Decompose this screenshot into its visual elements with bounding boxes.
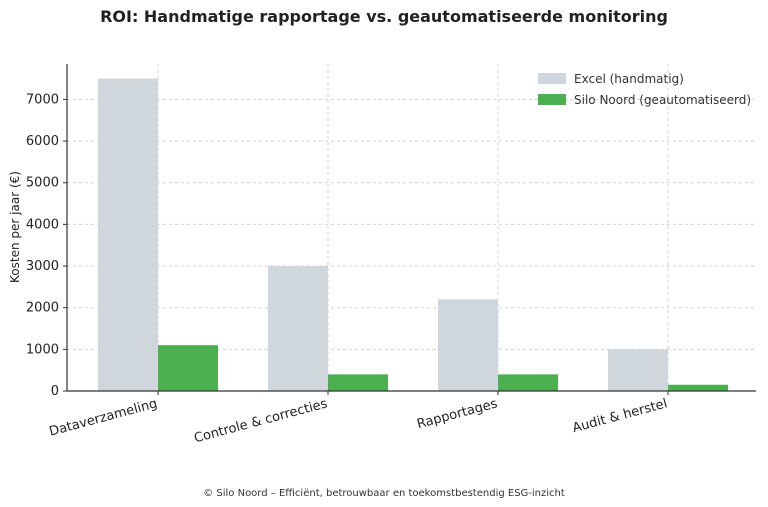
y-tick-label: 0 <box>51 384 59 399</box>
bar-excel-2 <box>438 299 498 391</box>
bar-silo-noord-3 <box>668 384 728 391</box>
y-tick-label: 5000 <box>26 176 59 191</box>
legend: Excel (handmatig) Silo Noord (geautomatis… <box>538 72 751 107</box>
x-tick-labels: Dataverzameling Controle & correcties Rapp… <box>48 396 669 446</box>
y-tick-label: 7000 <box>26 92 59 107</box>
bar-silo-noord-1 <box>328 374 388 391</box>
y-tick-label: 6000 <box>26 134 59 149</box>
footer-text: © Silo Noord – Efficiënt, betrouwbaar en… <box>203 488 565 499</box>
bars <box>98 78 728 391</box>
x-tick-label: Dataverzameling <box>48 396 159 439</box>
y-tick-label: 4000 <box>26 217 59 232</box>
axes <box>63 64 756 395</box>
y-tick-label: 2000 <box>26 301 59 316</box>
legend-label-0: Excel (handmatig) <box>574 72 684 86</box>
gridlines <box>67 64 756 392</box>
x-tick-label: Controle & correcties <box>193 396 330 446</box>
legend-swatch-1 <box>538 94 566 105</box>
bar-silo-noord-2 <box>498 374 558 391</box>
bar-silo-noord-0 <box>158 345 218 391</box>
x-tick-label: Audit & herstel <box>571 396 669 436</box>
legend-label-1: Silo Noord (geautomatiseerd) <box>574 93 751 107</box>
y-tick-label: 1000 <box>26 342 59 357</box>
bar-excel-1 <box>268 266 328 391</box>
bar-excel-0 <box>98 78 158 391</box>
chart-title: ROI: Handmatige rapportage vs. geautomat… <box>100 7 668 26</box>
x-tick-label: Rapportages <box>415 396 499 432</box>
y-tick-labels: 0 1000 2000 3000 4000 5000 6000 7000 <box>26 92 59 399</box>
y-tick-label: 3000 <box>26 259 59 274</box>
legend-swatch-0 <box>538 73 566 84</box>
y-axis-label: Kosten per jaar (€) <box>8 171 22 283</box>
bar-excel-3 <box>608 349 668 391</box>
